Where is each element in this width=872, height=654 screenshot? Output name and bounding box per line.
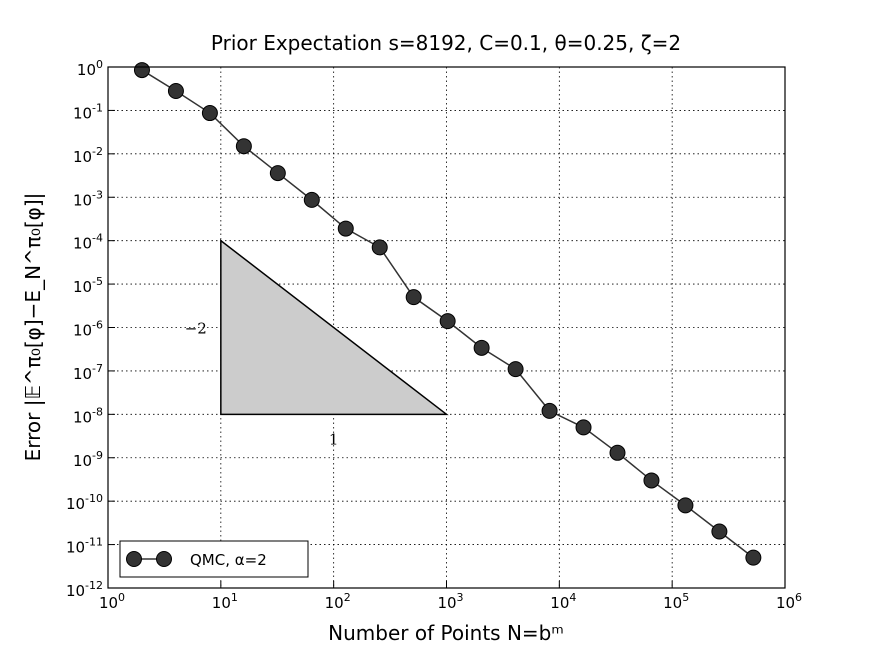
y-tick-label: 100 bbox=[77, 58, 103, 79]
y-tick-label-base: 10 bbox=[73, 365, 92, 383]
y-tick-label-exponent: -1 bbox=[92, 101, 103, 114]
y-tick-label: 10-8 bbox=[73, 405, 103, 426]
y-tick-label-exponent: -5 bbox=[92, 275, 103, 288]
x-tick-label-base: 10 bbox=[776, 594, 795, 612]
y-tick-label-exponent: -12 bbox=[85, 579, 103, 592]
x-tick-label: 106 bbox=[776, 591, 802, 612]
legend-label: QMC, α=2 bbox=[190, 551, 267, 569]
x-tick-label-exponent: 5 bbox=[682, 591, 689, 604]
data-point bbox=[201, 105, 218, 122]
slope-horizontal-label: 1 bbox=[329, 430, 339, 448]
y-tick-label-base: 10 bbox=[73, 104, 92, 122]
x-tick-label-base: 10 bbox=[325, 594, 344, 612]
y-tick-label: 10-6 bbox=[73, 319, 103, 340]
x-tick-label: 100 bbox=[99, 591, 125, 612]
y-tick-label-exponent: -7 bbox=[92, 362, 103, 375]
y-tick-label-exponent: -10 bbox=[85, 492, 103, 505]
x-tick-label-exponent: 2 bbox=[344, 591, 351, 604]
data-point bbox=[575, 419, 592, 436]
y-tick-label-exponent: -9 bbox=[92, 449, 103, 462]
x-tick-label-exponent: 0 bbox=[118, 591, 125, 604]
y-tick-label-base: 10 bbox=[66, 582, 85, 600]
legend-marker bbox=[126, 551, 142, 567]
y-tick-label-base: 10 bbox=[73, 278, 92, 296]
data-point bbox=[371, 239, 388, 256]
data-point bbox=[711, 523, 728, 540]
y-tick-label: 10-9 bbox=[73, 449, 103, 470]
y-tick-label-base: 10 bbox=[66, 539, 85, 557]
x-tick-label-base: 10 bbox=[663, 594, 682, 612]
x-tick-label-exponent: 3 bbox=[457, 591, 464, 604]
x-tick-label: 101 bbox=[212, 591, 238, 612]
y-tick-label-base: 10 bbox=[73, 322, 92, 340]
y-axis-label: Error |𝔼^π₀[φ]−E_N^π₀[φ]| bbox=[21, 193, 45, 462]
x-tick-label-base: 10 bbox=[437, 594, 456, 612]
data-point bbox=[405, 289, 422, 306]
y-tick-label-exponent: -8 bbox=[92, 405, 103, 418]
y-tick-label: 10-7 bbox=[73, 362, 103, 383]
y-tick-label-base: 10 bbox=[73, 408, 92, 426]
data-point bbox=[133, 62, 150, 79]
data-point bbox=[677, 497, 694, 514]
data-point bbox=[507, 361, 524, 378]
y-tick-label: 10-1 bbox=[73, 101, 103, 122]
y-tick-label-exponent: -6 bbox=[92, 319, 103, 332]
y-tick-label: 10-12 bbox=[66, 579, 103, 600]
x-tick-label: 102 bbox=[325, 591, 351, 612]
chart-title: Prior Expectation s=8192, C=0.1, θ=0.25,… bbox=[211, 31, 681, 55]
y-tick-label: 10-3 bbox=[73, 188, 103, 209]
y-tick-label-base: 10 bbox=[77, 61, 96, 79]
x-tick-label-base: 10 bbox=[99, 594, 118, 612]
y-tick-label-base: 10 bbox=[73, 148, 92, 166]
x-tick-label-base: 10 bbox=[550, 594, 569, 612]
data-point bbox=[235, 138, 252, 155]
x-tick-label-exponent: 1 bbox=[231, 591, 238, 604]
data-point bbox=[439, 313, 456, 330]
y-tick-label: 10-10 bbox=[66, 492, 103, 513]
x-tick-label: 105 bbox=[663, 591, 689, 612]
y-tick-label-exponent: -2 bbox=[92, 145, 103, 158]
plot-frame bbox=[107, 66, 786, 589]
y-tick-label-exponent: -3 bbox=[92, 188, 103, 201]
y-tick-label-base: 10 bbox=[73, 452, 92, 470]
y-tick-label-base: 10 bbox=[66, 495, 85, 513]
x-tick-label-base: 10 bbox=[212, 594, 231, 612]
data-point bbox=[609, 444, 626, 461]
data-point bbox=[167, 83, 184, 100]
x-tick-label-exponent: 4 bbox=[569, 591, 576, 604]
x-axis-label: Number of Points N=bᵐ bbox=[328, 621, 564, 645]
data-point bbox=[303, 191, 320, 208]
y-tick-label-base: 10 bbox=[73, 191, 92, 209]
y-tick-label: 10-11 bbox=[66, 536, 103, 557]
data-point bbox=[643, 472, 660, 489]
data-point bbox=[473, 339, 490, 356]
slope-vertical-label: −2 bbox=[185, 320, 207, 338]
y-tick-label: 10-2 bbox=[73, 145, 103, 166]
x-tick-label: 103 bbox=[437, 591, 463, 612]
y-tick-label: 10-5 bbox=[73, 275, 103, 296]
x-tick-label: 104 bbox=[550, 591, 576, 612]
y-tick-label: 10-4 bbox=[73, 232, 103, 253]
y-tick-label-exponent: 0 bbox=[96, 58, 103, 71]
data-point bbox=[541, 402, 558, 419]
y-tick-label-exponent: -11 bbox=[85, 536, 103, 549]
legend-marker bbox=[156, 551, 172, 567]
y-tick-label-base: 10 bbox=[73, 235, 92, 253]
data-point bbox=[337, 220, 354, 237]
y-tick-label-exponent: -4 bbox=[92, 232, 103, 245]
data-point bbox=[269, 165, 286, 182]
x-tick-label-exponent: 6 bbox=[795, 591, 802, 604]
data-point bbox=[745, 549, 762, 566]
slope-triangle bbox=[220, 239, 449, 416]
